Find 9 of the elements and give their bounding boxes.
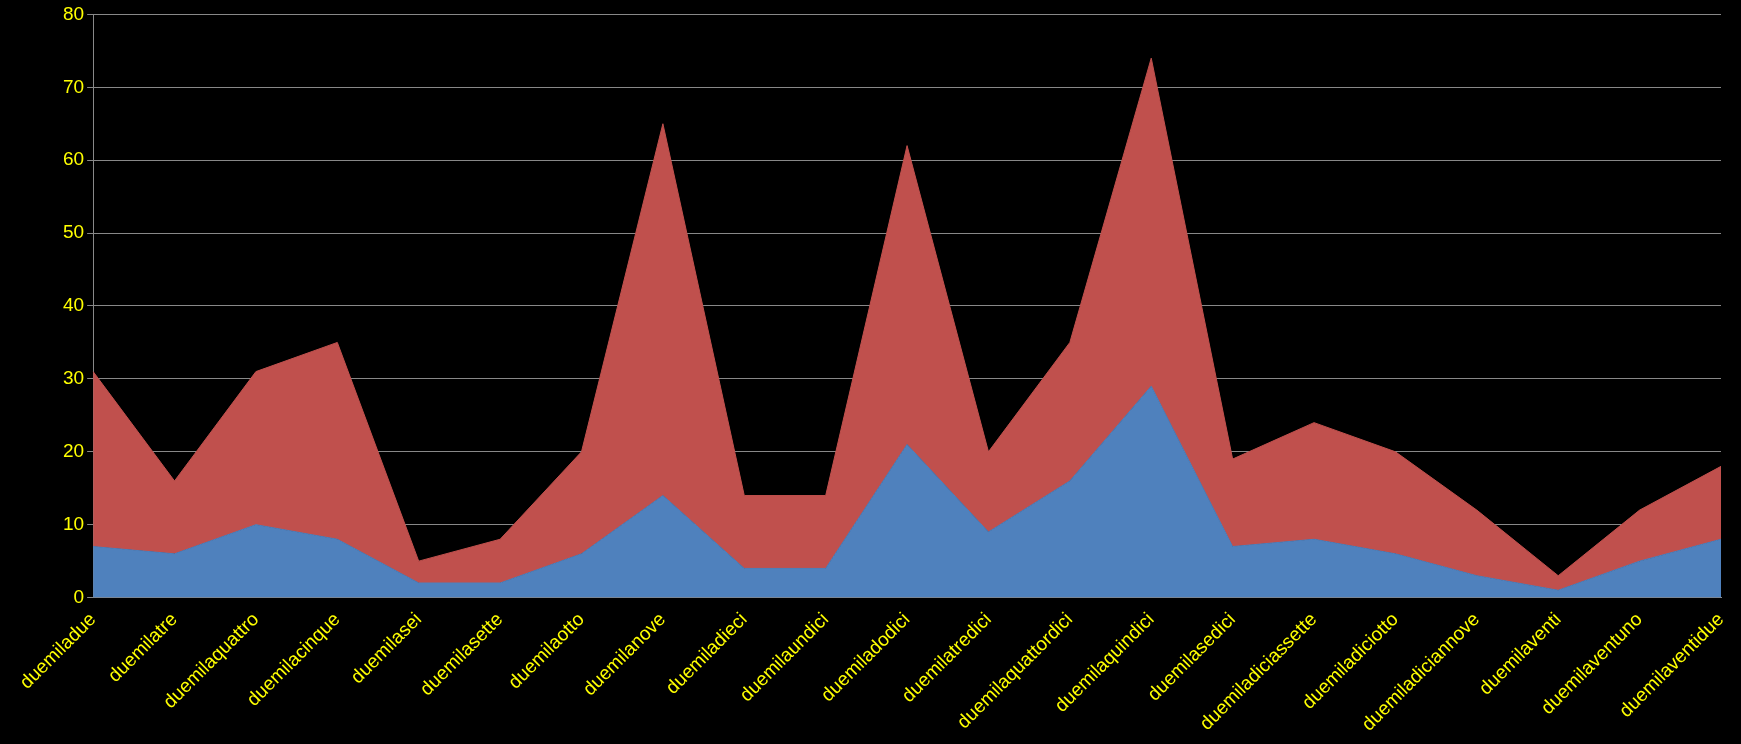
y-tick-label: 10 (62, 512, 85, 534)
y-tick-label: 20 (62, 440, 85, 462)
y-tick-label: 70 (62, 75, 85, 97)
y-tick-label: 60 (62, 148, 85, 170)
y-tick-label: 50 (62, 221, 85, 243)
y-tick-label: 0 (73, 585, 85, 607)
y-tick-label: 80 (62, 2, 85, 24)
y-tick-label: 40 (62, 294, 85, 316)
y-tick-label: 30 (62, 367, 85, 389)
